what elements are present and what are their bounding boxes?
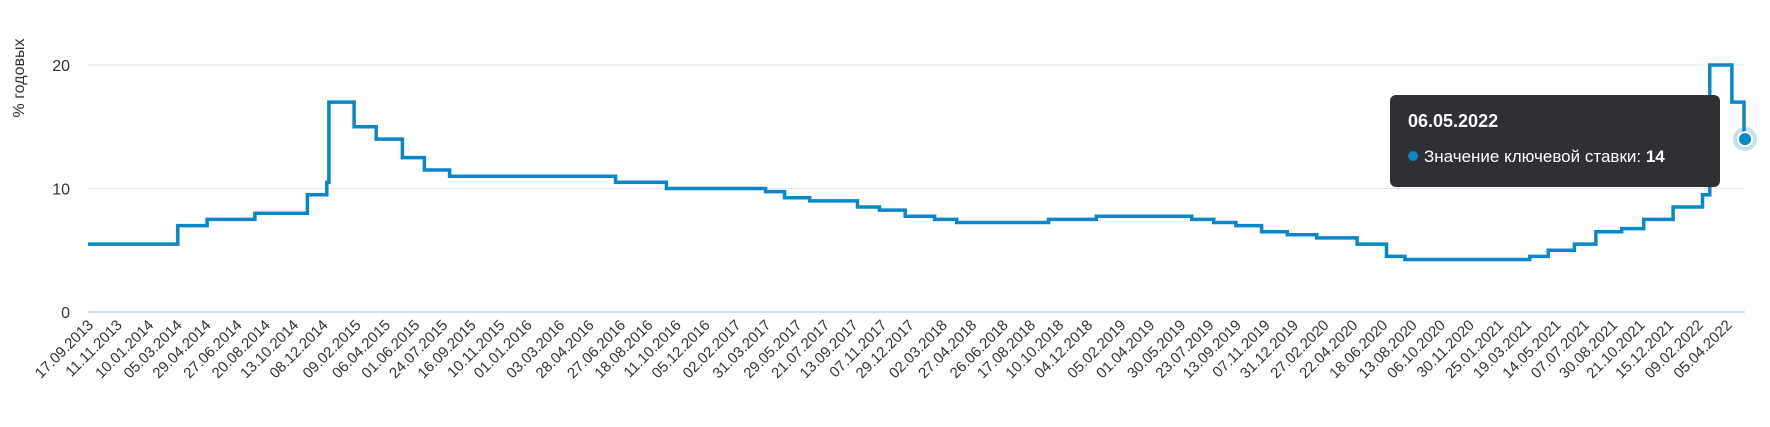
tooltip-date: 06.05.2022	[1408, 111, 1499, 131]
series-line-key-rate	[88, 63, 1746, 262]
tooltip-label: Значение ключевой ставки:	[1424, 147, 1642, 166]
x-axis-ticks: 17.09.201311.11.201310.01.201405.03.2014…	[32, 317, 1736, 382]
tooltip: 06.05.2022 Значение ключевой ставки: 14	[1390, 95, 1720, 187]
y-tick-label: 10	[52, 182, 70, 199]
series-marker-icon	[1408, 151, 1418, 161]
grid-lines	[88, 64, 1745, 189]
y-axis-title: % годовых	[11, 39, 28, 118]
hover-point[interactable]	[1737, 131, 1753, 148]
tooltip-row: Значение ключевой ставки: 14	[1408, 147, 1665, 167]
y-tick-label: 20	[52, 58, 70, 75]
y-axis-ticks: 0 10 20	[52, 58, 70, 322]
y-tick-label: 0	[61, 305, 70, 322]
tooltip-value: 14	[1645, 147, 1665, 166]
